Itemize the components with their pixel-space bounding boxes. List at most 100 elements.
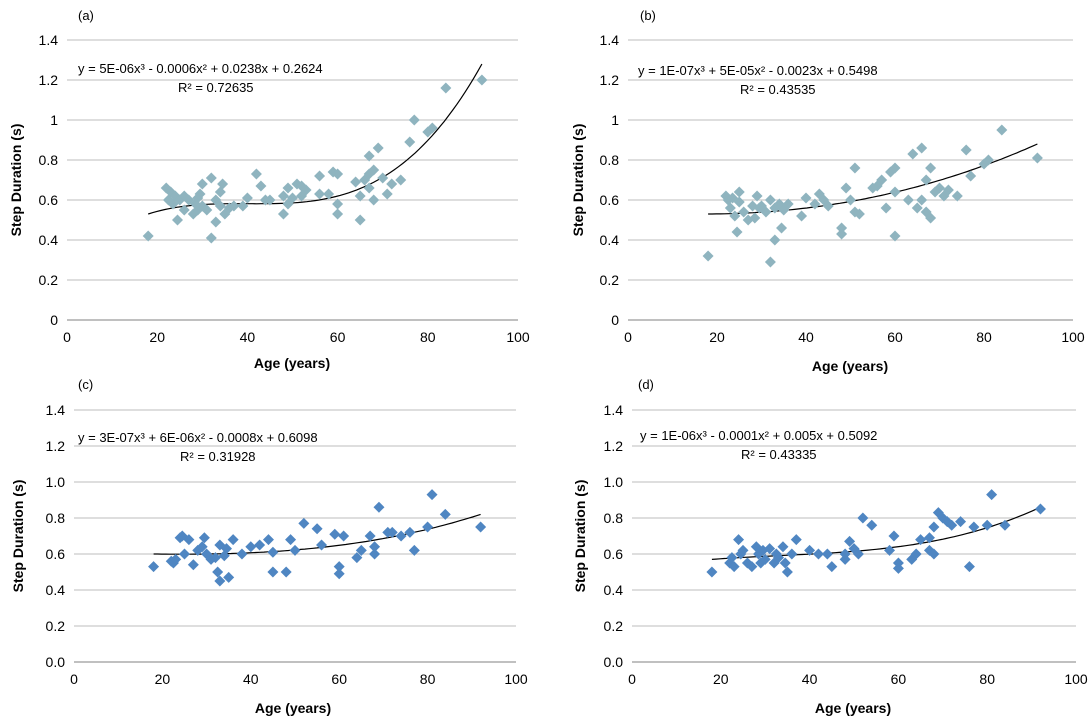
x-tick-label: 0 — [70, 671, 78, 687]
data-points — [148, 489, 487, 587]
data-point — [746, 561, 758, 573]
data-point — [170, 553, 182, 565]
data-point — [1034, 503, 1046, 515]
data-point — [408, 544, 420, 556]
x-tick-label: 20 — [155, 671, 171, 687]
data-point — [916, 142, 928, 154]
y-axis-title: Step Duration (s) — [570, 124, 586, 237]
panel-label: (b) — [640, 8, 656, 23]
data-point — [364, 530, 376, 542]
data-point — [889, 162, 901, 174]
data-point — [237, 200, 249, 212]
data-point — [853, 208, 865, 220]
data-point — [782, 198, 794, 210]
data-point — [245, 541, 257, 553]
data-point — [422, 521, 434, 533]
x-tick-label: 80 — [976, 329, 992, 345]
data-point — [889, 230, 901, 242]
y-tick-label: 0.4 — [600, 232, 620, 248]
data-point — [923, 532, 935, 544]
x-tick-label: 100 — [1064, 671, 1088, 687]
x-tick-label: 80 — [420, 671, 436, 687]
data-point — [205, 172, 217, 184]
data-point — [916, 194, 928, 206]
data-point — [911, 202, 923, 214]
x-tick-label: 80 — [420, 329, 436, 345]
data-point — [395, 530, 407, 542]
data-point — [999, 519, 1011, 531]
data-point — [369, 548, 381, 560]
data-point — [876, 174, 888, 186]
data-point — [287, 192, 298, 204]
data-point — [372, 142, 384, 154]
data-point — [214, 200, 226, 212]
data-point — [866, 519, 878, 531]
data-point — [373, 501, 385, 513]
x-tick-labels: 0 20 40 60 80 100 — [63, 329, 530, 345]
data-point — [142, 230, 154, 242]
y-tick-label: 0.4 — [46, 582, 66, 598]
y-tick-labels: 0.0 0.2 0.4 0.6 0.8 1.0 1.2 1.4 — [604, 402, 624, 670]
data-point — [760, 206, 772, 218]
data-point — [955, 516, 967, 528]
data-point — [212, 566, 224, 578]
data-point — [982, 154, 994, 166]
data-point — [277, 208, 289, 220]
x-tick-label: 40 — [802, 671, 818, 687]
data-point — [733, 534, 745, 546]
y-tick-label: 0.8 — [39, 152, 59, 168]
data-point — [404, 136, 416, 148]
r-squared: R² = 0.72635 — [178, 80, 254, 95]
y-tick-label: 1.0 — [46, 474, 66, 490]
data-point — [214, 575, 226, 587]
data-point — [201, 204, 213, 216]
data-point — [250, 168, 262, 180]
data-point — [355, 544, 367, 556]
data-point — [928, 548, 940, 560]
data-point — [781, 566, 793, 578]
y-tick-label: 1.2 — [39, 72, 59, 88]
y-tick-label: 0.4 — [39, 232, 59, 248]
data-point — [907, 148, 919, 160]
data-point — [316, 539, 328, 551]
x-tick-label: 0 — [63, 329, 71, 345]
y-tick-label: 0.8 — [604, 510, 624, 526]
x-tick-labels: 0 20 40 60 80 100 — [624, 329, 1085, 345]
trendline — [708, 143, 1038, 215]
data-point — [1031, 152, 1043, 164]
data-point — [773, 552, 785, 564]
data-point — [925, 162, 937, 174]
data-point — [323, 188, 335, 200]
data-point — [194, 188, 206, 200]
y-tick-label: 1.4 — [39, 32, 59, 48]
data-points — [142, 74, 488, 244]
data-point — [910, 548, 922, 560]
x-axis-title: Age (years) — [254, 355, 330, 371]
panel-label: (d) — [638, 377, 654, 392]
x-tick-label: 100 — [1061, 329, 1085, 345]
data-point — [902, 194, 914, 206]
data-point — [277, 190, 289, 202]
data-point — [426, 122, 438, 134]
data-point — [726, 552, 738, 564]
gridlines — [67, 39, 518, 281]
data-point — [205, 232, 217, 244]
data-point — [737, 544, 749, 556]
x-tick-label: 80 — [979, 671, 995, 687]
data-point — [354, 214, 366, 226]
data-point — [733, 196, 745, 208]
data-point — [209, 552, 221, 564]
trend-equation: y = 3E-07x³ + 6E-06x² - 0.0008x + 0.6098 — [78, 430, 318, 445]
data-point — [951, 190, 963, 202]
data-point — [187, 559, 199, 571]
y-tick-label: 0 — [50, 312, 58, 328]
panel-d: (d) 0.0 0.2 0.4 0.6 0.8 1.0 1.2 1.4 0 20 40 60 80 10… — [572, 377, 1088, 716]
data-point — [777, 541, 789, 553]
data-point — [369, 541, 381, 553]
data-point — [759, 553, 771, 565]
data-point — [836, 228, 848, 240]
data-point — [884, 544, 896, 556]
data-point — [354, 190, 366, 202]
panel-label: (a) — [78, 8, 94, 23]
data-point — [965, 170, 977, 182]
